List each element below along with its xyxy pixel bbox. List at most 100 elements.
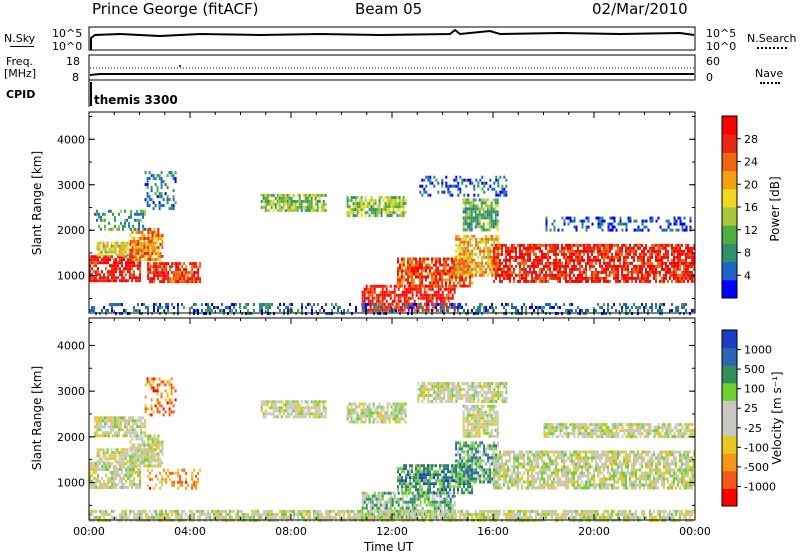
data-cell: [615, 270, 617, 274]
data-cell: [657, 264, 659, 268]
data-cell: [155, 440, 158, 444]
data-cell: [385, 308, 388, 312]
data-cell: [443, 257, 445, 261]
data-cell: [141, 234, 144, 237]
data-cell: [619, 216, 622, 220]
data-cell: [451, 193, 454, 197]
data-cell: [515, 258, 517, 262]
data-cell: [609, 249, 611, 253]
data-cell: [427, 257, 429, 261]
data-cell: [300, 199, 303, 203]
data-cell: [171, 271, 174, 275]
data-cell: [107, 270, 109, 274]
data-cell: [365, 303, 367, 306]
data-cell: [433, 281, 435, 285]
data-cell: [641, 255, 643, 259]
data-cell: [507, 252, 509, 256]
data-cell: [155, 437, 158, 441]
data-cell: [221, 309, 223, 312]
data-cell: [350, 411, 353, 415]
data-cell: [286, 196, 289, 200]
data-cell: [294, 205, 297, 209]
data-cell: [482, 198, 485, 202]
data-cell: [133, 462, 135, 465]
data-cell: [149, 464, 152, 468]
data-cell: [663, 303, 665, 306]
data-cell: [459, 267, 462, 271]
data-cell: [667, 243, 669, 247]
data-cell: [435, 263, 437, 267]
data-cell: [407, 287, 410, 291]
data-cell: [403, 305, 406, 309]
data-cell: [519, 273, 521, 277]
data-cell: [109, 270, 111, 274]
data-cell: [659, 225, 662, 229]
data-cell: [581, 255, 583, 259]
data-cell: [229, 306, 231, 309]
data-cell: [364, 205, 367, 209]
data-cell: [473, 252, 476, 256]
data-cell: [136, 209, 139, 213]
data-cell: [245, 306, 247, 309]
data-cell: [320, 415, 323, 419]
data-cell: [161, 306, 163, 309]
data-cell: [649, 249, 651, 253]
data-cell: [474, 219, 477, 223]
data-cell: [603, 255, 605, 259]
data-cell: [659, 249, 661, 253]
data-cell: [451, 272, 453, 276]
data-cell: [157, 262, 160, 266]
data-cell: [465, 255, 468, 259]
data-cell: [358, 414, 361, 418]
data-cell: [490, 216, 493, 220]
data-cell: [431, 284, 433, 288]
data-cell: [511, 270, 513, 274]
data-cell: [131, 446, 134, 450]
data-cell: [583, 249, 585, 253]
data-cell: [148, 198, 151, 202]
data-cell: [468, 207, 471, 211]
data-cell: [373, 308, 376, 312]
data-cell: [409, 296, 412, 300]
data-cell: [461, 264, 464, 268]
data-cell: [304, 412, 307, 416]
data-cell: [415, 308, 418, 312]
data-cell: [378, 196, 381, 200]
data-cell: [395, 293, 398, 297]
data-cell: [437, 503, 440, 507]
data-cell: [451, 257, 453, 261]
data-cell: [272, 403, 275, 407]
data-cell: [533, 264, 535, 268]
data-cell: [352, 205, 355, 209]
data-cell: [491, 264, 494, 268]
data-cell: [160, 195, 163, 199]
data-cell: [282, 412, 285, 416]
data-cell: [509, 273, 511, 277]
data-cell: [377, 299, 380, 303]
data-cell: [163, 277, 166, 281]
data-cell: [476, 225, 479, 229]
data-cell: [362, 408, 365, 412]
data-cell: [419, 278, 421, 282]
nave-label: Nave: [755, 67, 784, 80]
data-cell: [451, 296, 454, 300]
data-cell: [497, 243, 499, 247]
data-cell: [521, 258, 523, 262]
data-cell: [621, 252, 623, 256]
data-cell: [489, 249, 492, 253]
data-cell: [110, 457, 113, 461]
data-cell: [494, 216, 497, 220]
data-cell: [435, 293, 438, 297]
data-cell: [395, 302, 398, 306]
data-cell: [304, 196, 307, 200]
data-cell: [133, 464, 136, 468]
data-cell: [609, 264, 611, 268]
data-cell: [621, 243, 623, 247]
data-cell: [601, 228, 604, 232]
data-cell: [394, 420, 397, 424]
data-cell: [393, 309, 395, 312]
data-cell: [629, 309, 631, 312]
data-cell: [97, 468, 99, 471]
data-cell: [124, 451, 127, 455]
data-cell: [519, 276, 521, 280]
